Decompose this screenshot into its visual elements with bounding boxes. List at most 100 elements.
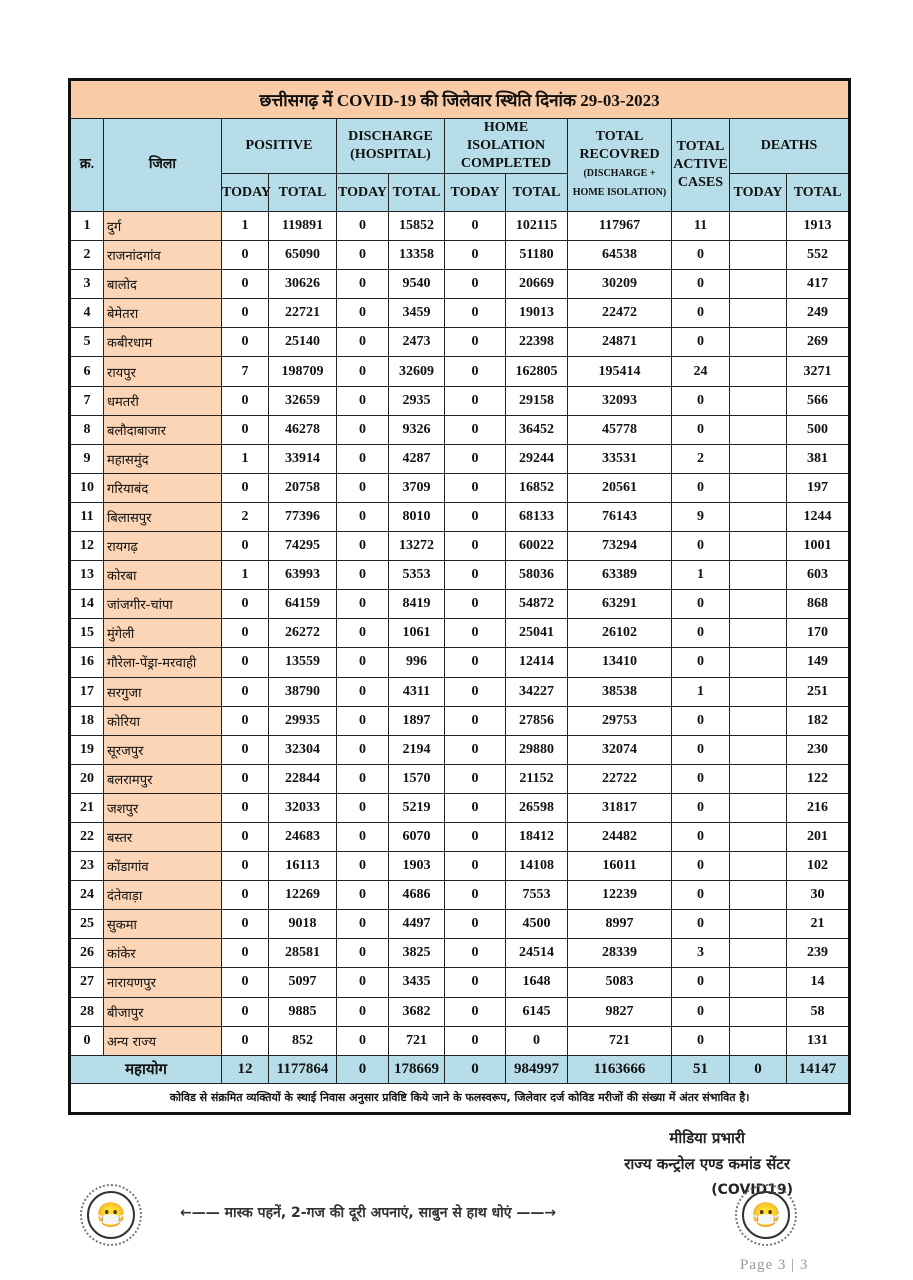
cell: 0 (671, 531, 730, 562)
district-name: राजनांदगांव (103, 240, 222, 271)
cell: 12414 (505, 647, 568, 678)
cell: 0 (505, 1025, 568, 1056)
cell: 9 (671, 501, 730, 533)
cell: 0 (336, 1025, 389, 1056)
cell (729, 734, 787, 765)
cell: 0 (221, 327, 269, 358)
cell: 13358 (388, 240, 445, 271)
cell: 0 (336, 996, 389, 1027)
cell: 0 (444, 298, 506, 329)
cell: 12269 (268, 880, 337, 911)
district-name: धमतरी (103, 385, 222, 416)
district-name: रायपुर (103, 356, 222, 387)
cell: 33531 (567, 443, 672, 474)
cell: 0 (671, 705, 730, 736)
cell: 32609 (388, 356, 445, 387)
cell: 0 (671, 909, 730, 940)
cell: 34227 (505, 676, 568, 707)
table-row: 13 कोरबा 1 63993 0 5353 0 58036 63389 1 603 (69, 560, 851, 591)
cell: 0 (336, 821, 389, 853)
cell: 24514 (505, 938, 568, 969)
cell: 0 (671, 618, 730, 649)
serial-number: 4 (69, 298, 104, 329)
cell: 3459 (388, 298, 445, 329)
cell: 9540 (388, 269, 445, 300)
table-row: 25 सुकमा 0 9018 0 4497 0 4500 8997 0 21 (69, 909, 851, 940)
cell: 4686 (388, 880, 445, 911)
cell: 0 (336, 385, 389, 416)
cell: 0 (444, 414, 506, 445)
header-today: TODAY (444, 173, 506, 212)
cell (729, 356, 787, 387)
cell: 0 (221, 851, 269, 882)
cell: 51 (671, 1054, 730, 1084)
cell: 25140 (268, 327, 337, 358)
cell (729, 821, 787, 853)
district-name: बिलासपुर (103, 501, 222, 533)
district-name: बेमेतरा (103, 298, 222, 329)
cell: 1244 (785, 501, 851, 533)
cell: 1177864 (268, 1054, 337, 1084)
district-name: जशपुर (103, 792, 222, 823)
cell: 0 (671, 269, 730, 300)
cell: 4497 (388, 909, 445, 940)
cell: 0 (671, 385, 730, 416)
cell: 0 (444, 269, 506, 300)
cell: 0 (444, 560, 506, 591)
table-row: 24 दंतेवाड़ा 0 12269 0 4686 0 7553 12239 0 30 (69, 880, 851, 911)
cell (729, 385, 787, 416)
cell: 6070 (388, 821, 445, 853)
cell: 0 (336, 851, 389, 882)
serial-number: 16 (69, 647, 104, 678)
cell: 852 (268, 1025, 337, 1056)
cell: 0 (444, 938, 506, 969)
cell: 9827 (567, 996, 672, 1027)
cell: 0 (444, 1054, 506, 1084)
masked-man-icon: 😷 (735, 1184, 797, 1246)
cell: 0 (221, 880, 269, 911)
serial-number: 3 (69, 269, 104, 300)
district-name: बस्तर (103, 821, 222, 853)
cell: 0 (671, 589, 730, 620)
cell: 131 (785, 1025, 851, 1056)
cell: 0 (671, 472, 730, 503)
cell: 1 (671, 676, 730, 707)
total-label: महायोग (69, 1054, 222, 1084)
table-row: 22 बस्तर 0 24683 0 6070 0 18412 24482 0 201 (69, 821, 851, 853)
serial-number: 0 (69, 1025, 104, 1056)
cell: 0 (221, 647, 269, 678)
cell (729, 210, 787, 242)
cell: 0 (221, 269, 269, 300)
district-name: कोंडागांव (103, 851, 222, 882)
cell: 8419 (388, 589, 445, 620)
cell: 0 (221, 1025, 269, 1056)
cell (729, 996, 787, 1027)
cell: 0 (671, 298, 730, 329)
cell: 0 (221, 792, 269, 823)
cell: 4287 (388, 443, 445, 474)
district-name: बलरामपुर (103, 763, 222, 794)
cell: 0 (221, 763, 269, 794)
cell: 13410 (567, 647, 672, 678)
cell: 30209 (567, 269, 672, 300)
cell: 0 (336, 792, 389, 823)
cell: 0 (444, 851, 506, 882)
district-name: सुकमा (103, 909, 222, 940)
cell: 721 (567, 1025, 672, 1056)
table-row: 17 सरगुजा 0 38790 0 4311 0 34227 38538 1 251 (69, 676, 851, 707)
cell: 13559 (268, 647, 337, 678)
cell: 239 (785, 938, 851, 969)
cell: 22722 (567, 763, 672, 794)
cell: 24683 (268, 821, 337, 853)
serial-number: 7 (69, 385, 104, 416)
cell: 32074 (567, 734, 672, 765)
cell: 0 (336, 414, 389, 445)
cell: 0 (221, 938, 269, 969)
cell (729, 909, 787, 940)
serial-number: 9 (69, 443, 104, 474)
cell: 4500 (505, 909, 568, 940)
cell: 15852 (388, 210, 445, 242)
serial-number: 14 (69, 589, 104, 620)
header-district: जिला (103, 118, 222, 212)
serial-number: 15 (69, 618, 104, 649)
